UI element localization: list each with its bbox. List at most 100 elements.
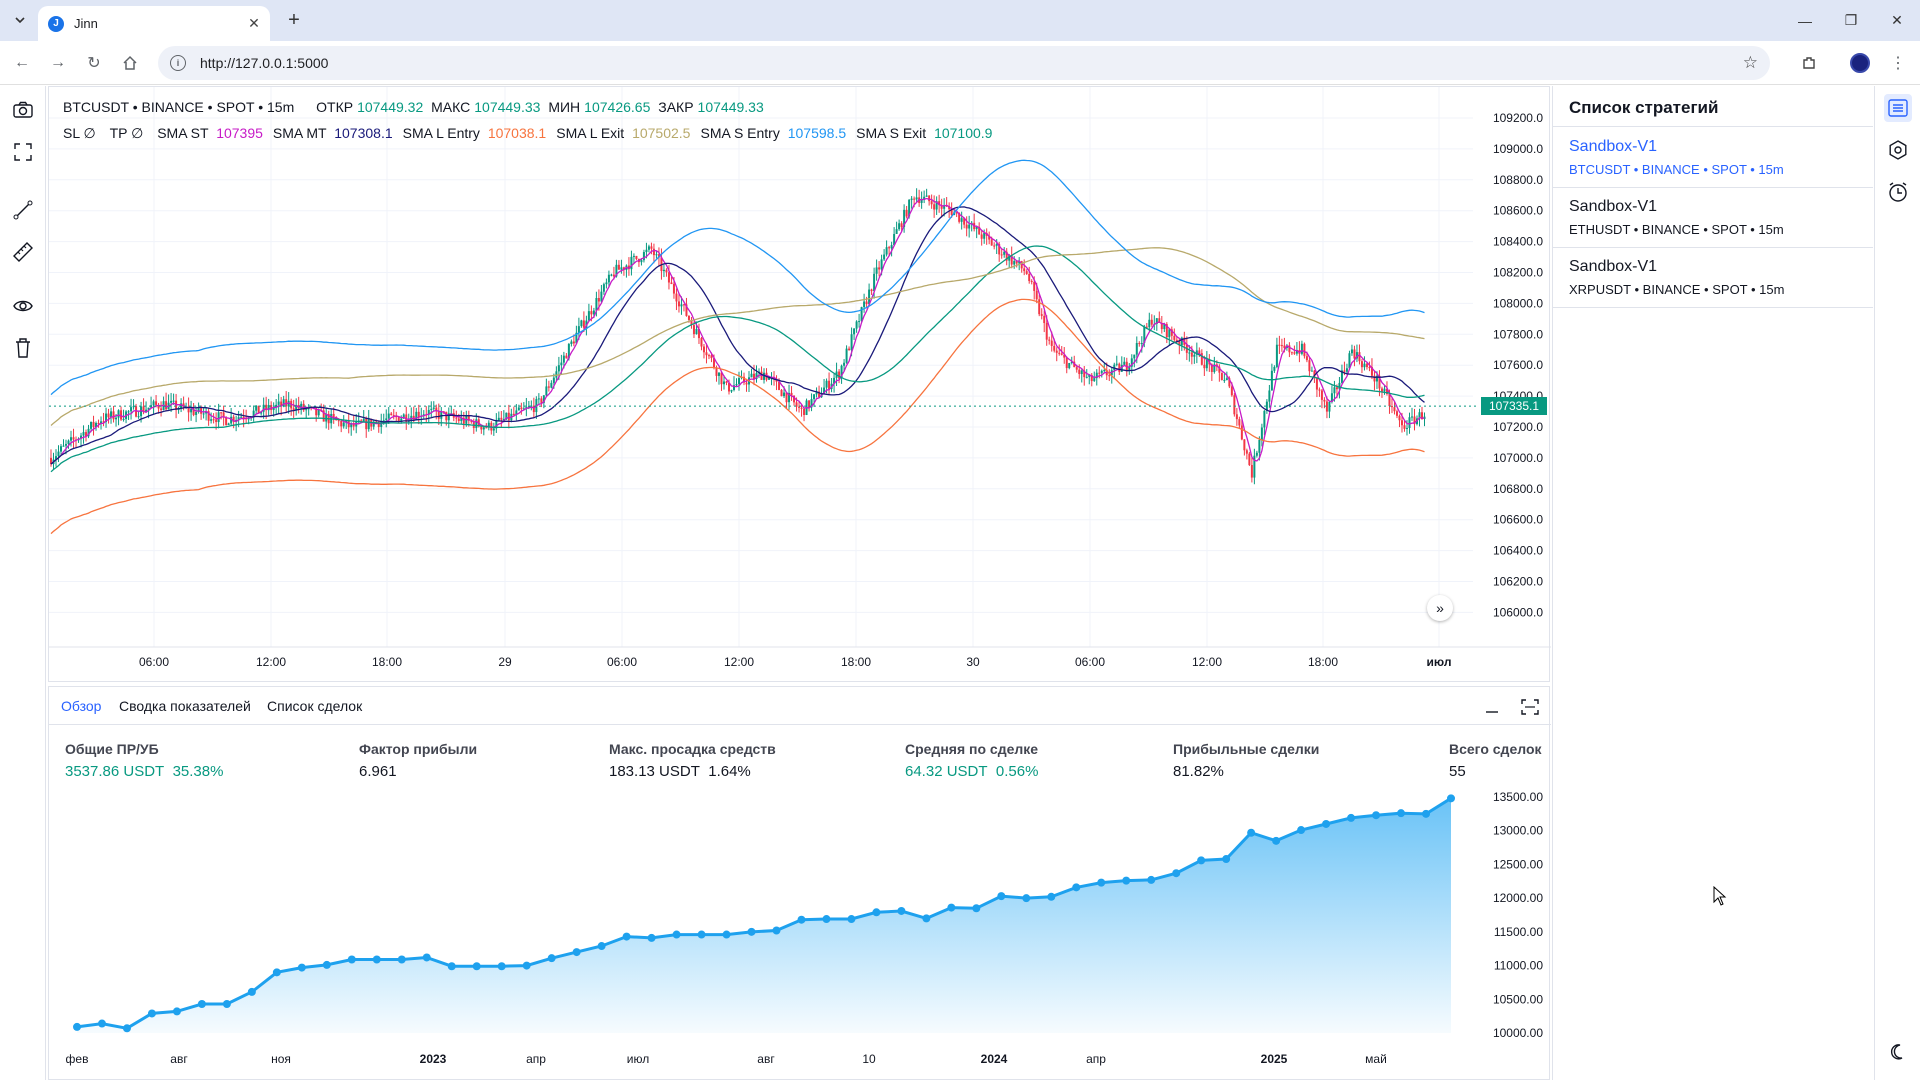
candle [1343,370,1346,372]
candle [1283,345,1286,349]
time-tick-label: июл [1427,655,1452,669]
candle [487,422,490,428]
candlestick-chart[interactable]: 109200.0 109000.0 108800.0 108600.0 108400.0… [49,87,1551,683]
last-price-tag: 107335.1 [1481,397,1547,416]
strategy-item[interactable]: Sandbox-V1 BTCUSDT • BINANCE • SPOT • 15… [1569,138,1784,177]
stat-avg-trade: Средняя по сделке 64.32 USDT 0.56% [905,741,1039,780]
theme-moon-icon[interactable] [1884,1038,1912,1066]
equity-x-tick-label: ноя [271,1052,291,1066]
candle [712,358,715,368]
indicator-label[interactable]: SMA L Exit [556,125,629,141]
tab-search-button[interactable] [8,8,32,32]
strategy-item[interactable]: Sandbox-V1 XRPUSDT • BINANCE • SPOT • 15… [1569,258,1785,297]
candle [92,421,95,427]
candle [590,311,593,315]
strategy-item[interactable]: Sandbox-V1 ETHUSDT • BINANCE • SPOT • 15… [1569,198,1784,237]
candle [90,421,93,429]
candle [300,403,303,409]
candle [1328,401,1331,412]
url-text[interactable]: http://127.0.0.1:5000 [200,55,329,71]
settings-icon[interactable] [1884,136,1912,164]
candle [1005,251,1008,261]
minimize-panel-icon[interactable] [1481,696,1503,718]
equity-point [972,904,981,913]
candle [978,226,981,235]
candle [913,198,916,200]
scroll-to-realtime-button[interactable]: » [1427,595,1453,621]
candle [1225,378,1228,380]
tab-close-icon[interactable]: ✕ [248,15,260,31]
close-window-button[interactable]: ✕ [1891,12,1903,28]
candle [1018,261,1021,264]
history-clock-icon[interactable] [1884,178,1912,206]
candle [1003,251,1006,255]
indicator-label[interactable]: SMA MT [272,125,331,141]
sma-s-entry-line [50,159,1425,396]
site-info-icon[interactable]: i [170,55,186,71]
extensions-icon[interactable] [1797,51,1821,75]
candle [127,411,130,413]
indicator-label[interactable]: SMA S Entry [700,125,784,141]
candle [1138,343,1141,345]
price-tick-label: 106200.0 [1493,575,1543,589]
candle [70,437,73,441]
browser-tab-active[interactable]: J Jinn ✕ [38,6,270,41]
trend-line-icon[interactable] [9,196,37,224]
candle [1198,350,1201,354]
bookmark-star-icon[interactable]: ☆ [1742,53,1758,72]
candle [1235,414,1238,420]
forward-icon[interactable]: → [50,54,66,71]
equity-point [1272,836,1281,845]
candle [280,401,283,407]
indicator-label[interactable]: SMA L Entry [402,125,484,141]
tab-trades-list[interactable]: Список сделок [267,698,363,714]
indicator-label[interactable]: SMA S Exit [856,125,931,141]
home-icon[interactable] [118,51,142,75]
tab-performance-summary[interactable]: Сводка показателей [119,698,251,714]
candle [85,432,88,437]
symbol-label[interactable]: BTCUSDT • BINANCE • SPOT • 15m [63,99,295,115]
candle [960,218,963,222]
candle [1028,273,1031,282]
price-tick-label: 108600.0 [1493,204,1543,218]
reload-icon[interactable]: ↻ [87,55,101,72]
camera-icon[interactable] [9,96,37,124]
back-icon[interactable]: ← [14,54,30,71]
address-bar[interactable]: i http://127.0.0.1:5000 ☆ [158,46,1770,80]
price-chart[interactable]: 109200.0 109000.0 108800.0 108600.0 108400.0… [48,86,1551,683]
equity-y-tick-label: 10000.00 [1493,1026,1543,1040]
equity-curve-chart[interactable]: 13500.00 13000.00 12500.00 12000.00 11500.00… [49,687,1551,1081]
indicator-label[interactable]: TP ∅ [109,125,148,141]
indicator-label[interactable]: SL ∅ [63,125,100,141]
maximize-panel-icon[interactable] [1519,696,1541,718]
candle [1038,299,1041,315]
ruler-icon[interactable] [9,238,37,266]
indicator-label[interactable]: SMA ST [157,125,213,141]
new-tab-button[interactable]: + [288,8,300,31]
trash-icon[interactable] [9,334,37,362]
candle [657,254,660,258]
candle [610,274,613,276]
candle [140,406,143,417]
candle [670,282,673,285]
candle [1120,364,1123,372]
candle [803,408,806,415]
candle [677,301,680,307]
browser-menu-icon[interactable]: ⋮ [1890,55,1906,72]
candle [207,411,210,421]
candle [390,413,393,416]
fullscreen-icon[interactable] [9,138,37,166]
candle [495,420,498,429]
candle [530,405,533,407]
candle [1360,361,1363,368]
equity-point [1097,878,1106,887]
minimize-button[interactable]: — [1798,12,1812,29]
strategy-list-icon[interactable] [1884,94,1912,122]
candle [645,249,648,253]
profile-avatar[interactable] [1848,51,1872,75]
equity-point [472,962,481,971]
tab-overview[interactable]: Обзор [61,698,102,714]
restore-button[interactable]: ❐ [1844,12,1858,28]
eye-icon[interactable] [9,292,37,320]
candle [107,413,110,418]
